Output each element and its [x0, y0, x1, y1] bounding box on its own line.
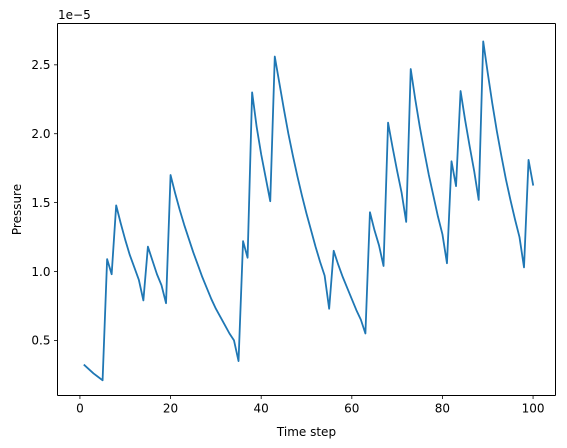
y-offset-text: 1e−5 [58, 8, 91, 22]
y-axis-label: Pressure [10, 184, 24, 235]
y-tick-label: 1.5 [31, 196, 50, 210]
axes-spines [57, 23, 556, 396]
x-axis-ticks: 0 20 40 60 80 100 [76, 395, 545, 416]
y-tick-label: 1.0 [31, 265, 50, 279]
x-tick-label: 60 [344, 402, 359, 416]
x-tick-label: 40 [254, 402, 269, 416]
y-tick-label: 2.0 [31, 127, 50, 141]
plot-area [57, 23, 556, 396]
x-tick-label: 100 [522, 402, 545, 416]
x-axis-label: Time step [276, 425, 336, 439]
series-line [83, 40, 535, 382]
x-tick-label: 80 [435, 402, 450, 416]
x-tick-label: 20 [163, 402, 178, 416]
y-tick-label: 0.5 [31, 334, 50, 348]
x-tick-label: 0 [76, 402, 84, 416]
y-axis-ticks: 0.5 1.0 1.5 2.0 2.5 [31, 58, 58, 348]
y-tick-label: 2.5 [31, 58, 50, 72]
